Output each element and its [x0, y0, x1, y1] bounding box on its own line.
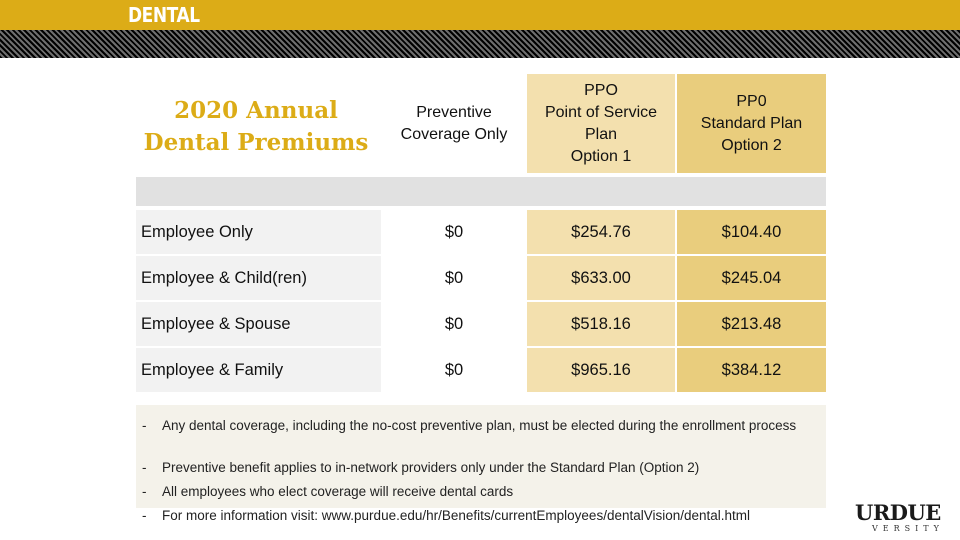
- ppo-option1-premium: $965.16: [527, 348, 675, 392]
- note-bullet: -: [142, 484, 147, 499]
- table-row: Employee & Family $0 $965.16 $384.12: [136, 348, 826, 392]
- section-label: DENTAL: [128, 3, 200, 27]
- ppo-option1-premium: $254.76: [527, 210, 675, 254]
- page-title: 2020 Annual Dental Premiums: [136, 95, 376, 159]
- ppo-option2-premium: $245.04: [677, 256, 826, 300]
- column-header-ppo-option2-line3: Option 2: [721, 136, 782, 154]
- row-label: Employee & Spouse: [136, 302, 381, 346]
- note-text: Preventive benefit applies to in-network…: [162, 460, 700, 475]
- note-bullet: -: [142, 460, 147, 475]
- note-link-text[interactable]: For more information visit: www.purdue.e…: [162, 508, 751, 523]
- column-header-ppo-option2-line2: Standard Plan: [700, 114, 803, 132]
- column-header-ppo-option1-line1: PPO: [584, 81, 618, 99]
- column-header-preventive-line1: Preventive: [416, 103, 492, 121]
- column-header-ppo-option1-line3: Plan: [584, 125, 618, 143]
- column-header-ppo-option1: PPO Point of Service Plan Option 1: [527, 74, 675, 173]
- ppo-option2-premium: $213.48: [677, 302, 826, 346]
- header-separator-band: [136, 177, 826, 206]
- logo-main-text: URDUE: [855, 500, 941, 525]
- page-title-line1: 2020 Annual: [174, 97, 338, 124]
- row-label: Employee & Family: [136, 348, 381, 392]
- column-header-ppo-option2-line1: PP0: [736, 92, 767, 110]
- note-text: Any dental coverage, including the no-co…: [162, 418, 797, 433]
- ppo-option1-premium: $518.16: [527, 302, 675, 346]
- column-header-ppo-option1-line2: Point of Service: [544, 103, 658, 121]
- ppo-option2-premium: $384.12: [677, 348, 826, 392]
- table-row: Employee Only $0 $254.76 $104.40: [136, 210, 826, 254]
- row-label: Employee Only: [136, 210, 381, 254]
- note-text: All employees who elect coverage will re…: [162, 484, 514, 499]
- column-header-preventive-line2: Coverage Only: [400, 125, 508, 143]
- column-header-ppo-option1-line4: Option 1: [570, 147, 632, 165]
- table-row: Employee & Child(ren) $0 $633.00 $245.04: [136, 256, 826, 300]
- note-bullet: -: [142, 508, 147, 523]
- page-title-line2: Dental Premiums: [143, 129, 369, 156]
- ppo-option2-premium: $104.40: [677, 210, 826, 254]
- column-header-ppo-option2: PP0 Standard Plan Option 2: [677, 74, 826, 173]
- preventive-premium: $0: [383, 302, 525, 346]
- table-row: Employee & Spouse $0 $518.16 $213.48: [136, 302, 826, 346]
- notes-panel: - Any dental coverage, including the no-…: [136, 405, 826, 508]
- purdue-logo: URDUE VERSITY: [855, 500, 960, 540]
- note-bullet: -: [142, 418, 147, 433]
- preventive-premium: $0: [383, 348, 525, 392]
- row-label: Employee & Child(ren): [136, 256, 381, 300]
- preventive-premium: $0: [383, 256, 525, 300]
- logo-sub-text: VERSITY: [872, 524, 944, 533]
- top-header-bar: [0, 0, 960, 30]
- hatched-divider: [0, 30, 960, 58]
- ppo-option1-premium: $633.00: [527, 256, 675, 300]
- column-header-preventive: Preventive Coverage Only: [383, 74, 525, 173]
- preventive-premium: $0: [383, 210, 525, 254]
